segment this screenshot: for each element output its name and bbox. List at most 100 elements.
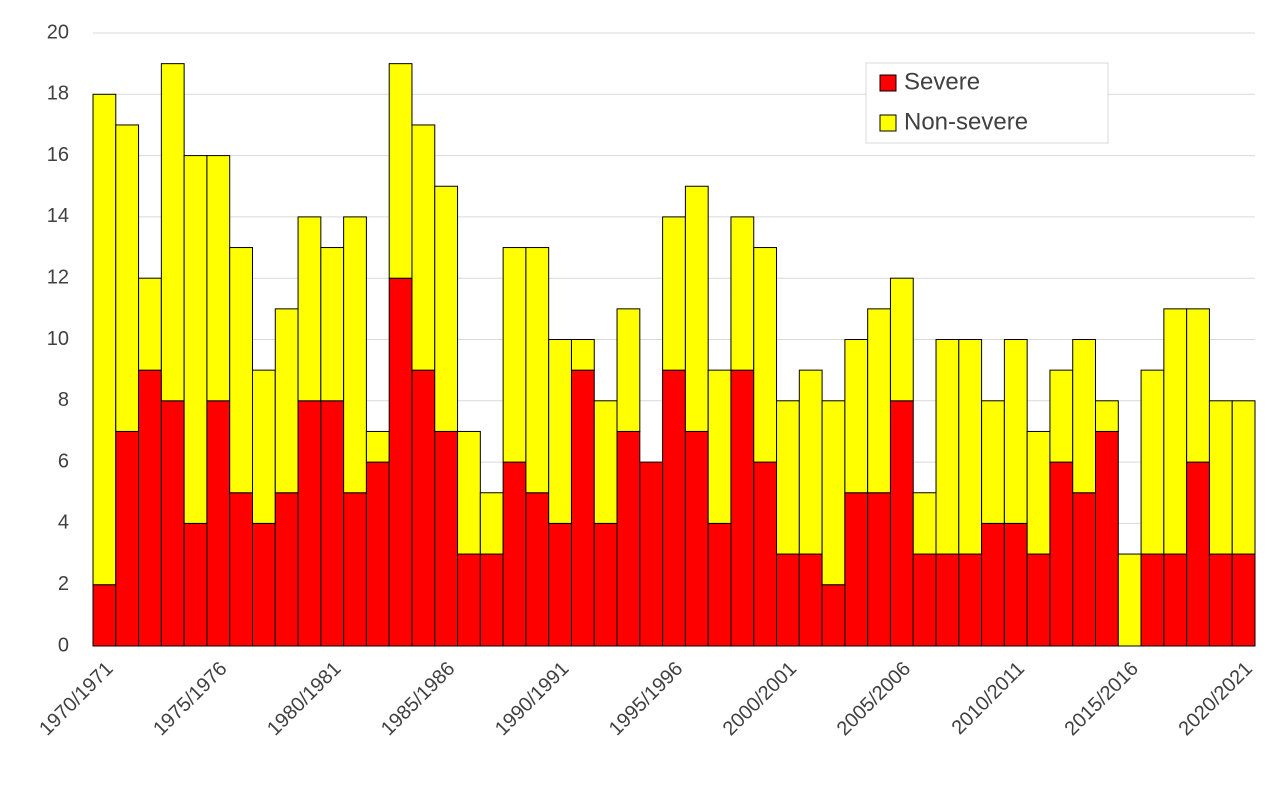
bar-segment (662, 216, 686, 371)
bar-segment (1072, 492, 1097, 647)
bar-segment (1140, 369, 1165, 555)
y-tick-label: 6 (58, 450, 69, 472)
bar-segment (1026, 430, 1051, 555)
bar-segment (388, 63, 413, 279)
x-tick-label: 1985/1986 (377, 658, 459, 740)
bar-segment (183, 155, 208, 524)
legend-swatch (879, 74, 897, 92)
bar-segment (411, 369, 436, 647)
bar-segment (616, 308, 641, 432)
y-tick-label: 2 (58, 573, 69, 595)
bar-segment (821, 584, 846, 647)
bar-segment (844, 492, 869, 647)
x-tick-label: 1990/1991 (491, 658, 573, 740)
bar-segment (1163, 308, 1188, 555)
bar-segment (753, 461, 778, 647)
bar-segment (115, 430, 140, 647)
bar-segment (115, 124, 140, 432)
bar-segment (229, 492, 253, 647)
x-tick-label: 2010/2011 (948, 658, 1029, 739)
bar-segment (889, 400, 914, 647)
bar-segment (1208, 553, 1233, 647)
bar-segment (1140, 553, 1165, 647)
bar-segment (1208, 400, 1233, 555)
bar-segment (251, 369, 276, 524)
y-tick-label: 8 (58, 389, 69, 411)
bar-segment (206, 155, 231, 402)
bar-segment (297, 216, 322, 402)
bar-segment (479, 492, 504, 555)
x-tick-label: 1975/1976 (149, 658, 231, 740)
x-tick-label: 1970/1971 (35, 658, 117, 740)
bar-segment (457, 553, 481, 647)
bar-segment (593, 400, 618, 524)
bar-segment (570, 369, 595, 647)
bar-segment (570, 339, 595, 371)
bar-segment (753, 247, 778, 463)
y-tick-label: 20 (47, 21, 69, 43)
y-tick-label: 10 (47, 328, 69, 350)
bar-segment (525, 492, 550, 647)
bar-segment (798, 553, 823, 647)
bar-segment (320, 400, 345, 647)
bar-segment (821, 400, 846, 586)
y-tick-label: 0 (58, 634, 69, 656)
bar-segment (365, 430, 390, 463)
bar-segment (1186, 461, 1210, 647)
bar-segment (776, 400, 800, 555)
bar-segment (1095, 430, 1119, 647)
bar-segment (912, 492, 937, 555)
bar-segment (867, 308, 891, 494)
bar-segment (798, 369, 823, 555)
bar-segment (138, 277, 162, 371)
bar-segment (1095, 400, 1119, 432)
bar-segment (1003, 522, 1028, 647)
x-tick-label: 2000/2001 (719, 658, 801, 740)
bar-segment (160, 400, 185, 647)
bar-segment (958, 339, 983, 555)
bar-segment (981, 400, 1005, 524)
legend-label: Severe (904, 68, 980, 95)
legend-box (865, 62, 1109, 144)
bar-segment (502, 461, 527, 647)
bar-segment (730, 369, 755, 647)
bar-segment (1049, 369, 1074, 463)
x-tick-label: 1995/1996 (605, 658, 687, 740)
bar-segment (867, 492, 891, 647)
bar-segment (958, 553, 983, 647)
y-tick-label: 14 (47, 205, 69, 227)
bar-segment (1003, 339, 1028, 524)
bar-segment (229, 247, 253, 494)
bar-segment (1117, 553, 1142, 647)
bar-segment (343, 216, 367, 494)
bar-segment (707, 369, 732, 524)
x-tick-label: 2015/2016 (1061, 658, 1143, 740)
bar-segment (662, 369, 686, 647)
legend-swatch (879, 114, 897, 132)
bar-segment (1072, 339, 1097, 494)
bar-segment (616, 430, 641, 647)
bar-segment (525, 247, 550, 494)
bar-segment (1186, 308, 1210, 463)
bar-segment (548, 339, 572, 524)
bar-segment (730, 216, 755, 371)
bar-segment (1231, 400, 1256, 555)
y-tick-label: 18 (47, 83, 69, 105)
bar-segment (912, 553, 937, 647)
bar-segment (776, 553, 800, 647)
bar-segment (935, 553, 960, 647)
bar-segment (457, 430, 481, 555)
bar-segment (1049, 461, 1074, 647)
bar-segment (844, 339, 869, 494)
bar-segment (434, 185, 459, 432)
bar-segment (434, 430, 459, 647)
legend-label: Non-severe (904, 108, 1028, 135)
bar-segment (343, 492, 367, 647)
bar-segment (935, 339, 960, 555)
bar-segment (297, 400, 322, 647)
bar-segment (138, 369, 162, 647)
bar-segment (160, 63, 185, 402)
bar-segment (320, 247, 345, 402)
bar-segment (274, 308, 299, 494)
